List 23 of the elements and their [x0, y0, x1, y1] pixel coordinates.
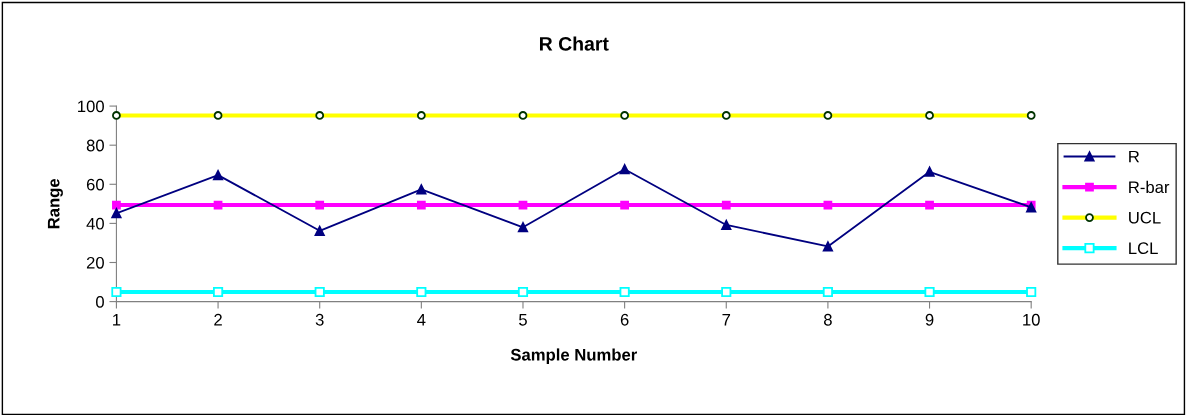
legend-label: LCL: [1129, 242, 1158, 255]
x-tick-label: 5: [519, 314, 527, 326]
x-tick-label: 6: [620, 313, 629, 326]
x-tick-label: 2: [214, 313, 222, 326]
x-tick-label: 4: [417, 314, 426, 326]
chart-title: R Chart: [539, 36, 609, 51]
y-tick-label: 100: [78, 100, 104, 113]
x-tick-label: 3: [315, 313, 324, 326]
y-tick-label: 0: [96, 296, 104, 308]
x-axis-title: Sample Number: [510, 348, 637, 364]
legend-label: R: [1129, 150, 1140, 163]
y-axis-title: Range: [47, 178, 63, 229]
y-tick-label: 20: [86, 256, 104, 269]
x-tick-label: 8: [823, 313, 832, 326]
y-tick-label: 60: [86, 178, 104, 191]
x-tick-label: 10: [1023, 313, 1040, 326]
legend-label: UCL: [1129, 211, 1161, 224]
x-tick-label: 1: [113, 314, 121, 326]
y-tick-label: 80: [86, 139, 104, 152]
y-tick-label: 40: [86, 217, 104, 230]
x-tick-label: 7: [722, 314, 731, 326]
legend-label: R-bar: [1129, 180, 1170, 194]
x-tick-label: 9: [925, 313, 934, 326]
